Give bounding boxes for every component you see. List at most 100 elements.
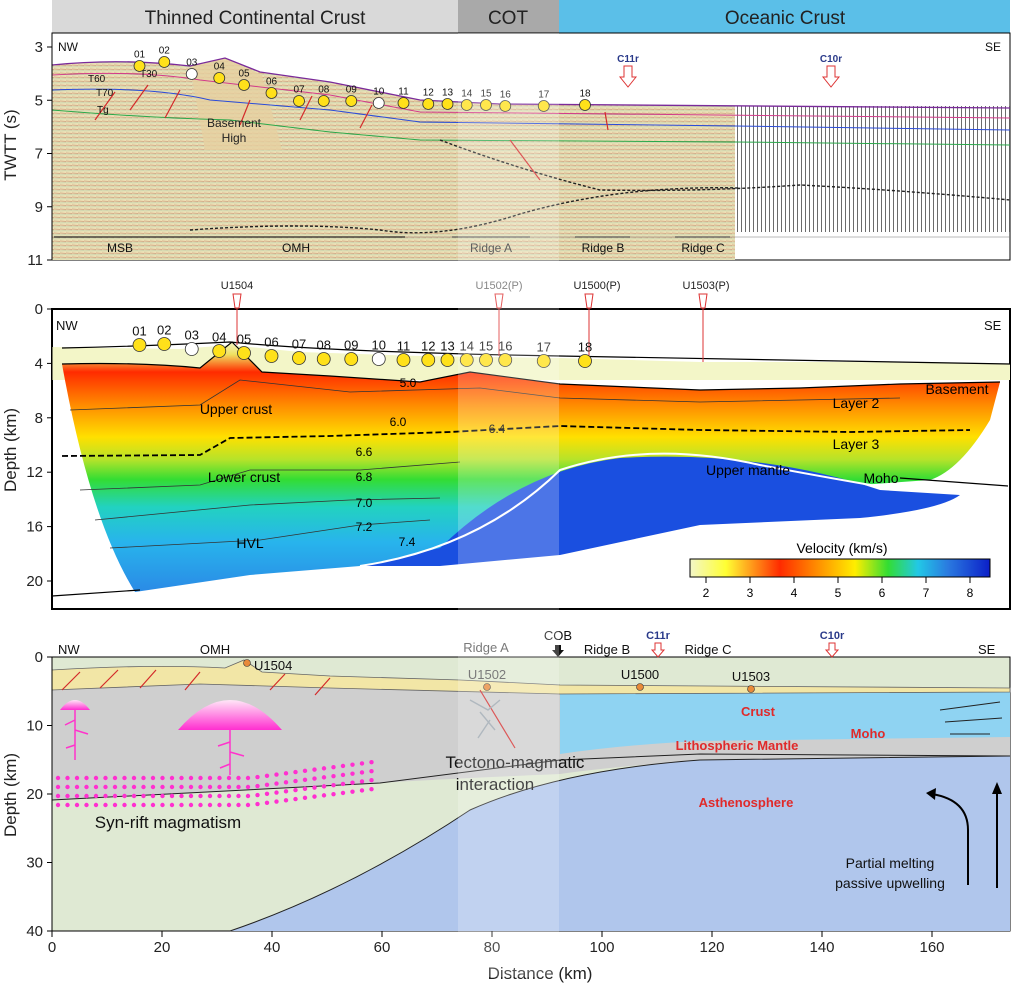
c10r-label: C10r (820, 54, 842, 65)
obs-label-10: 10 (373, 87, 385, 98)
model-y-axis-title: Depth (km) (1, 753, 20, 837)
obs-label-09: 09 (344, 338, 358, 353)
obs-label-08: 08 (318, 85, 330, 96)
model-well-u1504-label: U1504 (254, 658, 292, 673)
y-tick-label: 11 (27, 252, 43, 269)
model-x-axis: 0 20 40 60 80 100 120 140 160 (48, 931, 945, 956)
obs-marker-12 (422, 98, 435, 110)
x-tick-label: 160 (919, 939, 944, 956)
contour-6-0: 6.0 (390, 415, 407, 429)
basement-high-label-1: Basement (207, 116, 262, 130)
velocity-se-label: SE (984, 318, 1002, 333)
y-tick-label: 3 (35, 39, 43, 56)
ridge-a-label: Ridge A (463, 640, 509, 655)
velocity-colorbar: Velocity (km/s) 2 3 4 5 6 7 8 (689, 540, 991, 600)
horizon-t60-label: T60 (88, 74, 106, 85)
unit-omh-label: OMH (282, 241, 310, 255)
unit-ridge-b-label: Ridge B (582, 241, 625, 255)
continental-banner (52, 0, 458, 33)
contour-labels: 5.0 6.0 6.4 6.6 6.8 7.0 7.2 7.4 (356, 376, 506, 549)
well-u1503-dot (747, 685, 755, 693)
crust-label: Crust (741, 704, 776, 719)
obs-marker-16 (499, 100, 512, 112)
obs-marker-09 (345, 95, 358, 107)
interaction-label-2: interaction (456, 775, 534, 794)
colorbar-tick-label: 6 (879, 586, 886, 600)
obs-marker-08 (316, 352, 331, 366)
omh-label: OMH (200, 642, 230, 657)
x-tick-label: 60 (374, 939, 391, 956)
well-u1500p-label: U1500(P) (573, 280, 620, 292)
obs-marker-18 (578, 354, 592, 368)
basement-high-label-2: High (222, 131, 247, 145)
well-u1503p-icon (698, 293, 708, 362)
y-tick-label: 12 (26, 464, 43, 481)
obs-label-05: 05 (238, 69, 250, 80)
colorbar-tick-label: 7 (923, 586, 930, 600)
cob-label: COB (544, 628, 572, 643)
obs-marker-07 (293, 95, 305, 107)
c11r-arrow-icon (618, 65, 638, 88)
upper-crust-label: Upper crust (200, 401, 272, 417)
horizon-t70-label: T70 (96, 88, 114, 99)
layer-labels: Upper crust Lower crust HVL Layer 2 Laye… (200, 381, 989, 551)
moho-label: Moho (863, 470, 898, 486)
model-c10r-label: C10r (820, 630, 845, 642)
colorbar-tick-label: 5 (835, 586, 842, 600)
obs-marker-04 (213, 72, 226, 84)
model-well-u1500-label: U1500 (621, 667, 659, 682)
y-tick-label: 4 (35, 355, 43, 372)
well-u1502p-icon (494, 293, 504, 356)
obs-marker-01 (132, 338, 147, 352)
contour-6-8: 6.8 (356, 470, 373, 484)
velocity-wells: U1504 U1502(P) U1500(P) U1503(P) (221, 280, 730, 362)
obs-marker-14 (460, 99, 473, 111)
obs-marker-02 (158, 56, 171, 68)
contour-7-4: 7.4 (399, 535, 416, 549)
obs-marker-10 (371, 352, 386, 366)
obs-marker-18 (579, 99, 591, 111)
syn-rift-melt-dots (55, 760, 374, 808)
obs-label-14: 14 (461, 89, 473, 100)
obs-label-06: 06 (264, 335, 278, 350)
colorbar-tick-label: 3 (747, 586, 754, 600)
well-u1500-dot (636, 683, 644, 691)
y-tick-label: 8 (35, 410, 43, 427)
contour-6-4: 6.4 (489, 422, 506, 436)
obs-label-09: 09 (346, 85, 358, 96)
model-nw-label: NW (58, 642, 80, 657)
x-tick-label: 0 (48, 939, 56, 956)
obs-marker-04 (212, 344, 227, 358)
colorbar-tick-label: 4 (791, 586, 798, 600)
obs-label-08: 08 (317, 338, 331, 353)
y-tick-label: 30 (26, 855, 43, 872)
cot-banner (458, 0, 559, 33)
well-u1503p-label: U1503(P) (682, 280, 729, 292)
melting-label-1: Partial melting (846, 855, 935, 871)
obs-label-06: 06 (266, 77, 278, 88)
obs-marker-03 (185, 68, 198, 80)
obs-label-17: 17 (538, 90, 550, 101)
cob-arrow-icon (552, 645, 564, 657)
obs-marker-11 (397, 97, 410, 109)
model-well-u1502-label: U1502 (468, 667, 506, 682)
magnetic-anomaly-c10r: C10r (820, 54, 842, 88)
seismic-panel: MSB OMH Ridge A Ridge B Ridge C T30 T60 … (1, 32, 1011, 269)
obs-label-03: 03 (185, 328, 199, 343)
obs-label-18: 18 (579, 89, 591, 100)
y-tick-label: 7 (35, 146, 43, 163)
hvl-label: HVL (236, 535, 263, 551)
obs-label-11: 11 (398, 87, 409, 98)
obs-marker-17 (537, 100, 550, 112)
obs-label-11: 11 (397, 339, 411, 354)
well-u1504-icon (232, 293, 242, 345)
obs-marker-11 (396, 353, 411, 367)
lower-crust-label: Lower crust (208, 469, 280, 485)
obs-marker-02 (157, 337, 172, 351)
obs-label-05: 05 (237, 332, 251, 347)
obs-marker-12 (421, 353, 436, 367)
x-tick-label: 40 (264, 939, 281, 956)
model-y-axis: 0 10 20 30 40 (26, 649, 53, 940)
obs-marker-09 (344, 352, 359, 366)
